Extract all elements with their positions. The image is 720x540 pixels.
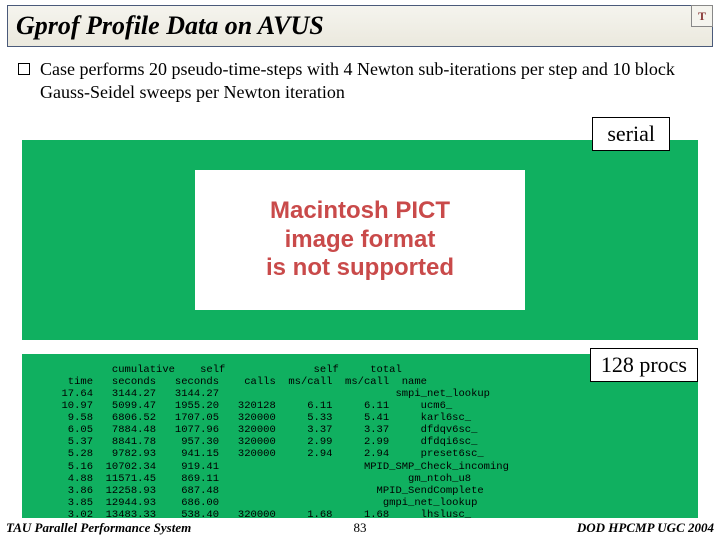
procs-badge: 128 procs xyxy=(590,348,698,382)
pict-line: Macintosh PICT xyxy=(270,197,450,226)
table-row: 10.97 5099.47 1955.20 320128 6.11 6.11 u… xyxy=(30,400,452,412)
logo-glyph: T xyxy=(698,9,706,24)
bullet-square-icon xyxy=(18,63,30,75)
table-row: 5.16 10702.34 919.41 MPID_SMP_Check_inco… xyxy=(30,461,509,473)
table-row: 9.58 6806.52 1707.05 320000 5.33 5.41 ka… xyxy=(30,412,471,424)
table-header: cumulative self self total xyxy=(30,364,402,376)
title-bar: Gprof Profile Data on AVUS xyxy=(7,5,713,47)
pict-line: is not supported xyxy=(266,254,454,283)
table-row: 3.02 13483.33 538.40 320000 1.68 1.68 lh… xyxy=(30,509,471,521)
pict-line: image format xyxy=(285,226,436,255)
table-row: 5.28 9782.93 941.15 320000 2.94 2.94 pre… xyxy=(30,448,484,460)
serial-panel: Macintosh PICT image format is not suppo… xyxy=(22,140,698,340)
bullet-text: Case performs 20 pseudo-time-steps with … xyxy=(40,58,702,103)
pict-placeholder: Macintosh PICT image format is not suppo… xyxy=(195,170,525,310)
table-row: 17.64 3144.27 3144.27 smpi_net_lookup xyxy=(30,388,490,400)
table-row: 5.37 8841.78 957.30 320000 2.99 2.99 dfd… xyxy=(30,436,477,448)
table-header: time seconds seconds calls ms/call ms/ca… xyxy=(30,376,427,388)
table-row: 3.86 12258.93 687.48 MPID_SendComplete xyxy=(30,485,484,497)
table-row: 3.85 12944.93 686.00 gmpi_net_lookup xyxy=(30,497,477,509)
bullet-item: Case performs 20 pseudo-time-steps with … xyxy=(18,58,702,103)
serial-badge: serial xyxy=(592,117,670,151)
logo-icon: T xyxy=(691,5,713,27)
footer-right: DOD HPCMP UGC 2004 xyxy=(577,520,714,536)
page-title: Gprof Profile Data on AVUS xyxy=(16,11,324,41)
table-row: 6.05 7884.48 1077.96 320000 3.37 3.37 df… xyxy=(30,424,477,436)
table-row: 4.88 11571.45 869.11 gm_ntoh_u8 xyxy=(30,473,471,485)
